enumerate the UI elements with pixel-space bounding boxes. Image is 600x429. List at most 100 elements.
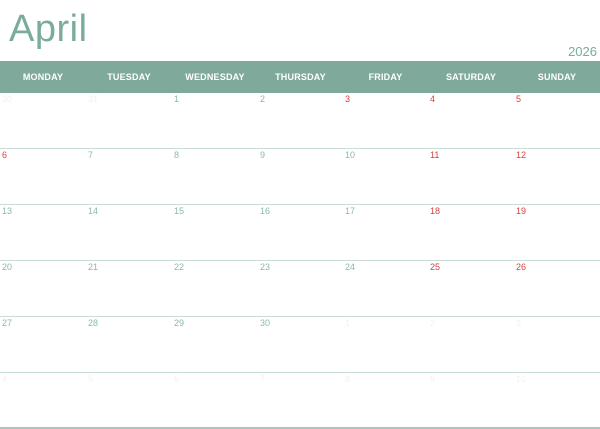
day-number: 13 [2,206,13,216]
day-cell[interactable]: 29 [172,317,258,372]
day-cell[interactable]: 11 [428,149,514,204]
day-cell[interactable]: 22 [172,261,258,316]
day-cell[interactable]: 30 [258,317,343,372]
day-number: 7 [260,374,266,384]
day-number: 19 [516,206,527,216]
weekday-thursday: THURSDAY [275,72,326,82]
day-cell[interactable]: 4 [0,373,86,427]
day-number: 1 [174,94,180,104]
day-number: 31 [88,94,99,104]
week-row: 30 31 1 2 3 4 5 [0,93,600,149]
day-number: 14 [88,206,99,216]
day-number: 8 [174,150,180,160]
day-number: 25 [430,262,441,272]
day-number: 28 [88,318,99,328]
day-cell[interactable]: 13 [0,205,86,260]
day-number: 22 [174,262,185,272]
day-cell[interactable]: 16 [258,205,343,260]
day-number: 9 [260,150,266,160]
day-number: 3 [516,318,522,328]
week-row: 27 28 29 30 1 2 3 [0,317,600,373]
day-cell[interactable]: 17 [343,205,428,260]
day-cell[interactable]: 1 [172,93,258,148]
week-row: 6 7 8 9 10 11 12 [0,149,600,205]
day-number: 26 [516,262,527,272]
day-cell[interactable]: 12 [514,149,600,204]
day-cell[interactable]: 21 [86,261,172,316]
day-number: 10 [516,374,527,384]
day-number: 2 [430,318,436,328]
day-number: 27 [2,318,13,328]
day-number: 24 [345,262,356,272]
weekday-friday: FRIDAY [368,72,403,82]
day-cell[interactable]: 19 [514,205,600,260]
day-cell[interactable]: 30 [0,93,86,148]
calendar-grid: 30 31 1 2 3 4 5 6 7 8 9 10 11 12 13 14 15 16 17 18 19 20 21 22 2… [0,93,600,429]
day-cell[interactable]: 23 [258,261,343,316]
day-cell[interactable]: 9 [428,373,514,427]
day-number: 30 [260,318,271,328]
day-number: 10 [345,150,356,160]
day-cell[interactable]: 8 [343,373,428,427]
weekday-tuesday: TUESDAY [107,72,151,82]
day-cell[interactable]: 7 [86,149,172,204]
day-cell[interactable]: 15 [172,205,258,260]
day-number: 4 [430,94,436,104]
day-number: 9 [430,374,436,384]
day-number: 4 [2,374,8,384]
day-cell[interactable]: 5 [514,93,600,148]
day-number: 6 [2,150,8,160]
day-number: 3 [345,94,351,104]
day-number: 23 [260,262,271,272]
weekday-sunday: SUNDAY [537,72,577,82]
day-cell[interactable]: 9 [258,149,343,204]
day-number: 12 [516,150,527,160]
day-cell[interactable]: 1 [343,317,428,372]
day-cell[interactable]: 10 [343,149,428,204]
day-number: 2 [260,94,266,104]
weekday-saturday: SATURDAY [445,72,497,82]
day-cell[interactable]: 25 [428,261,514,316]
weekday-header: MONDAY TUESDAY WEDNESDAY THURSDAY FRIDAY… [0,61,600,93]
month-title: April [9,8,88,50]
day-cell[interactable]: 24 [343,261,428,316]
day-number: 16 [260,206,271,216]
day-cell[interactable]: 5 [86,373,172,427]
weekday-wednesday: WEDNESDAY [185,72,245,82]
day-cell[interactable]: 6 [0,149,86,204]
week-row: 20 21 22 23 24 25 26 [0,261,600,317]
day-number: 11 [430,150,440,160]
week-row: 4 5 6 7 8 9 10 [0,373,600,429]
day-cell[interactable]: 28 [86,317,172,372]
weekday-monday: MONDAY [22,72,64,82]
day-cell[interactable]: 2 [428,317,514,372]
day-cell[interactable]: 2 [258,93,343,148]
day-number: 1 [345,318,351,328]
day-number: 8 [345,374,351,384]
day-cell[interactable]: 8 [172,149,258,204]
week-row: 13 14 15 16 17 18 19 [0,205,600,261]
day-number: 6 [174,374,180,384]
day-cell[interactable]: 7 [258,373,343,427]
day-cell[interactable]: 31 [86,93,172,148]
day-cell[interactable]: 18 [428,205,514,260]
day-cell[interactable]: 27 [0,317,86,372]
day-cell[interactable]: 10 [514,373,600,427]
day-cell[interactable]: 14 [86,205,172,260]
day-cell[interactable]: 6 [172,373,258,427]
day-number: 5 [88,374,94,384]
day-number: 30 [2,94,13,104]
year-label: 2026 [568,44,597,59]
day-number: 17 [345,206,356,216]
day-number: 20 [2,262,13,272]
day-number: 18 [430,206,441,216]
day-cell[interactable]: 3 [514,317,600,372]
day-number: 5 [516,94,522,104]
day-cell[interactable]: 26 [514,261,600,316]
day-number: 21 [88,262,99,272]
day-cell[interactable]: 20 [0,261,86,316]
day-cell[interactable]: 3 [343,93,428,148]
day-number: 29 [174,318,185,328]
day-cell[interactable]: 4 [428,93,514,148]
day-number: 7 [88,150,94,160]
